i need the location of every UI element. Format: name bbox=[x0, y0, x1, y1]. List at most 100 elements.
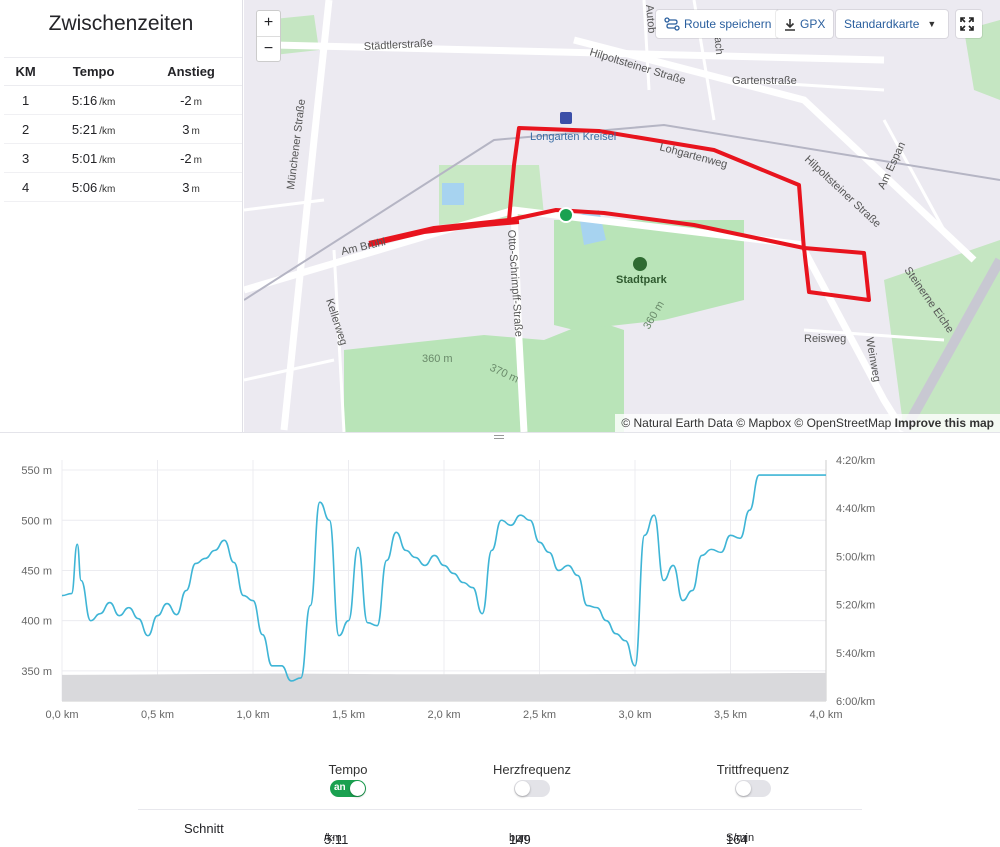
x-tick-label: 3,5 km bbox=[714, 709, 747, 721]
toggle-hr-label: Herzfrequenz bbox=[492, 762, 572, 777]
zoom-control: + − bbox=[256, 10, 281, 62]
save-route-label: Route speichern bbox=[684, 17, 772, 31]
route-west-out bbox=[368, 220, 520, 247]
y-left-tick-label: 400 m bbox=[21, 616, 52, 628]
elevation-area bbox=[62, 672, 826, 701]
split-anstieg-unit: m bbox=[193, 154, 202, 166]
y-right-tick-label: 4:40/km bbox=[836, 503, 875, 515]
toggle-trittfrequenz[interactable]: Trittfrequenz bbox=[693, 762, 813, 800]
y-right-tick-label: 5:00/km bbox=[836, 551, 875, 563]
split-anstieg-unit: m bbox=[191, 183, 200, 195]
split-km: 3 bbox=[4, 143, 48, 173]
split-anstieg: -2 bbox=[180, 150, 192, 166]
gpx-download-button[interactable]: GPX bbox=[776, 10, 834, 38]
y-left-tick-label: 350 m bbox=[21, 666, 52, 678]
improve-map-link[interactable]: Improve this map bbox=[894, 416, 994, 430]
resize-handle[interactable] bbox=[0, 432, 1000, 444]
toggle-cadence-switch[interactable] bbox=[735, 780, 771, 797]
split-tempo-unit: /km bbox=[99, 183, 116, 195]
switch-knob bbox=[736, 781, 751, 796]
drag-grip-icon bbox=[494, 435, 504, 439]
label-staedtler: Städtlerstraße bbox=[364, 37, 434, 53]
label-kellerweg: Kellerweg bbox=[323, 297, 349, 347]
label-otto: Otto-Schrimpff-Straße bbox=[505, 229, 524, 337]
summary-hr-unit: bpm bbox=[509, 832, 531, 844]
stadtpark-area bbox=[554, 220, 744, 330]
download-icon bbox=[785, 18, 795, 31]
start-marker[interactable] bbox=[558, 207, 574, 223]
x-tick-label: 1,0 km bbox=[236, 709, 269, 721]
road-minor-2 bbox=[642, 0, 651, 91]
label-lohgarten: Longarten Kreisel bbox=[530, 131, 616, 143]
split-km: 2 bbox=[4, 114, 48, 144]
metric-toggles: Tempo an Herzfrequenz Trittfrequenz bbox=[0, 762, 1000, 802]
pace-line bbox=[61, 474, 826, 682]
y-right-tick-label: 5:20/km bbox=[836, 600, 875, 612]
park-tree-icon bbox=[633, 257, 647, 271]
split-tempo-unit: /km bbox=[99, 154, 116, 166]
x-tick-label: 3,0 km bbox=[618, 709, 651, 721]
road-otto bbox=[510, 209, 528, 432]
split-row[interactable]: 1 5:16/km -2 m bbox=[4, 85, 242, 115]
split-tempo: 5:01 bbox=[71, 150, 98, 166]
summary-cadence-unit: S/min bbox=[726, 832, 755, 844]
map-canvas[interactable]: Städtlerstraße Hilpoltsteiner Straße Hil… bbox=[244, 0, 1000, 432]
route-loop-north bbox=[507, 126, 806, 251]
route-map[interactable]: Städtlerstraße Hilpoltsteiner Straße Hil… bbox=[244, 0, 1000, 432]
toggle-hr-switch[interactable] bbox=[514, 780, 550, 797]
road-staedtler bbox=[273, 41, 885, 64]
attribution-text: © Natural Earth Data © Mapbox © OpenStre… bbox=[621, 416, 892, 430]
road-hilpolt bbox=[573, 36, 977, 263]
splits-panel: Zwischenzeiten KM Tempo Anstieg 1 5:16/k… bbox=[0, 0, 243, 432]
label-reisweg: Reisweg bbox=[804, 333, 846, 345]
pond-1 bbox=[442, 183, 464, 205]
toggle-tempo-label: Tempo bbox=[328, 762, 368, 777]
road-minor-3 bbox=[244, 198, 325, 212]
header-km: KM bbox=[4, 57, 48, 86]
header-tempo: Tempo bbox=[47, 57, 141, 86]
label-garten: Gartenstraße bbox=[732, 75, 797, 87]
park-area-east bbox=[884, 240, 1000, 432]
y-right-tick-label: 4:20/km bbox=[836, 455, 875, 467]
switch-knob bbox=[515, 781, 530, 796]
gps-route bbox=[368, 126, 871, 302]
splits-header-row: KM Tempo Anstieg bbox=[4, 57, 242, 86]
road-minor-4 bbox=[244, 358, 335, 382]
park-area-south bbox=[344, 320, 624, 432]
fullscreen-button[interactable] bbox=[956, 10, 982, 38]
split-tempo-unit: /km bbox=[99, 125, 116, 137]
y-left-tick-label: 500 m bbox=[21, 515, 52, 527]
road-am-espan bbox=[882, 119, 946, 231]
x-tick-label: 4,0 km bbox=[809, 709, 842, 721]
split-tempo-unit: /km bbox=[99, 96, 116, 108]
label-stadtpark: Stadtpark bbox=[616, 274, 668, 286]
x-tick-label: 2,5 km bbox=[523, 709, 556, 721]
zoom-out-button[interactable]: − bbox=[257, 36, 280, 61]
y-axis-left: 350 m 400 m 450 m 500 m 550 m bbox=[21, 465, 52, 678]
zoom-in-button[interactable]: + bbox=[263, 14, 274, 31]
route-icon bbox=[664, 17, 680, 31]
label-elev-360-a: 360 m bbox=[422, 353, 453, 365]
x-tick-label: 0,0 km bbox=[45, 709, 78, 721]
label-auto: Autob bbox=[643, 4, 657, 34]
highway-east bbox=[899, 257, 1000, 432]
split-row[interactable]: 3 5:01/km -2 m bbox=[4, 143, 242, 173]
map-attribution: © Natural Earth Data © Mapbox © OpenStre… bbox=[615, 414, 1000, 432]
save-route-button[interactable]: Route speichern bbox=[656, 10, 780, 38]
y-left-tick-label: 550 m bbox=[21, 465, 52, 477]
caret-down-icon: ▼ bbox=[927, 19, 937, 29]
road-muenchener bbox=[280, 0, 333, 431]
road-kellerweg bbox=[332, 249, 346, 432]
summary-row: Schnitt 5:11 /km 149 bpm 164 S/min bbox=[138, 809, 862, 847]
toggle-herzfrequenz[interactable]: Herzfrequenz bbox=[472, 762, 592, 800]
park-area-ne bbox=[964, 20, 1000, 100]
pace-elevation-chart[interactable]: 0,0 km 0,5 km 1,0 km 1,5 km 2,0 km 2,5 km 3,0 … bbox=[0, 445, 1000, 735]
map-style-dropdown[interactable]: Standardkarte ▼ bbox=[836, 10, 948, 38]
railway bbox=[244, 123, 1000, 301]
toggle-tempo-switch[interactable]: an bbox=[330, 780, 366, 797]
x-tick-label: 0,5 km bbox=[141, 709, 174, 721]
toggle-tempo[interactable]: Tempo an bbox=[288, 762, 408, 800]
x-axis: 0,0 km 0,5 km 1,0 km 1,5 km 2,0 km 2,5 km 3,0 … bbox=[45, 709, 842, 721]
